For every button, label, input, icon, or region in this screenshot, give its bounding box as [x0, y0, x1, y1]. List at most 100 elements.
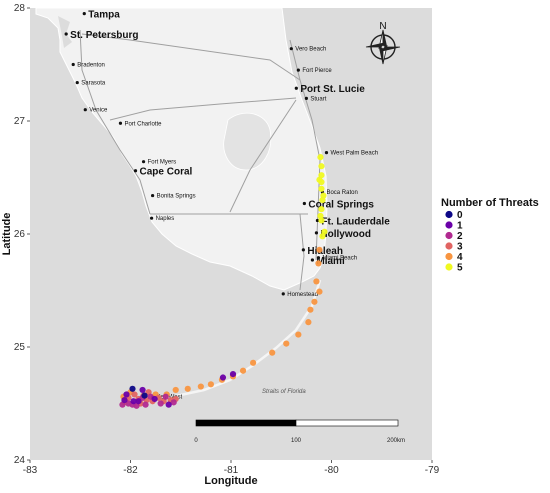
city-label: Port Charlotte [124, 121, 162, 127]
road-network [79, 29, 321, 291]
y-tick-label: 27 [14, 116, 26, 127]
city-label: Cape Coral [140, 167, 193, 178]
y-axis-title: Latitude [1, 213, 13, 256]
threat-point [229, 371, 237, 378]
city-dot [315, 218, 320, 223]
north-arrow-icon: N [365, 21, 401, 65]
threat-point [142, 401, 149, 408]
city-label: Ft. Lauderdale [321, 216, 390, 227]
city-dot [281, 292, 285, 296]
legend-label: 1 [457, 221, 463, 232]
legend-label: 4 [457, 252, 463, 263]
legend-swatch [445, 242, 453, 250]
city-dot [316, 256, 321, 260]
threat-point [219, 374, 227, 381]
y-tick-label: 26 [14, 229, 26, 240]
threat-point [162, 393, 169, 400]
x-axis-ticks: -83 -82 -81 -80 -79 [23, 460, 440, 476]
city-dot [64, 32, 68, 36]
threat-point [170, 399, 177, 406]
tampa-bay [58, 16, 72, 48]
threat-point [207, 381, 214, 388]
city-dot [71, 62, 75, 67]
threat-point [315, 260, 322, 267]
threat-point [131, 391, 138, 398]
threat-point [318, 217, 325, 224]
threat-point [269, 349, 276, 356]
threat-point [121, 397, 128, 404]
threat-points [119, 154, 328, 409]
scale-label-0: 0 [194, 438, 198, 444]
north-arrow-label: N [379, 21, 386, 32]
legend-swatch [445, 221, 453, 229]
threat-point [317, 154, 324, 161]
city-label: Bonita Springs [157, 194, 196, 200]
city-label: Homestead [287, 292, 318, 298]
legend-swatch [445, 252, 453, 261]
threat-point [172, 386, 179, 394]
x-tick-label: -80 [324, 465, 339, 476]
city-label: Tampa [88, 10, 120, 21]
city-dot [83, 108, 87, 112]
city-dot [151, 193, 155, 198]
legend-swatch [445, 210, 453, 219]
threat-point [141, 392, 148, 399]
city-label: Sarasota [81, 81, 106, 87]
city-dot [133, 169, 138, 173]
city-label: Miami [316, 256, 345, 267]
city-label: Fort Myers [148, 160, 177, 166]
city-dot [82, 12, 86, 16]
threat-point [197, 383, 204, 390]
city-label: Bradenton [77, 63, 105, 69]
legend-label: 2 [457, 231, 463, 242]
threat-point [319, 197, 326, 204]
threat-point [316, 246, 323, 253]
city-label: Venice [89, 108, 108, 114]
city-label: Boca Raton [326, 190, 357, 196]
scale-label-200: 200km [387, 438, 405, 444]
threat-point [139, 386, 146, 394]
threat-point [316, 176, 323, 183]
threat-point [184, 385, 191, 392]
city-label: St. Petersburg [70, 30, 138, 41]
threat-point [130, 398, 137, 405]
threat-point [316, 288, 323, 295]
city-labels: Tampa St. Petersburg Bradenton Sarasota Veni… [64, 10, 390, 401]
city-label: Port St. Lucie [300, 84, 365, 95]
city-dot [301, 248, 305, 252]
legend-label: 3 [457, 242, 463, 253]
x-axis-title: Longitude [204, 475, 257, 487]
legend-label: 5 [457, 263, 463, 274]
y-tick-label: 25 [14, 342, 26, 353]
city-dot [150, 216, 154, 220]
city-label: Vero Beach [295, 47, 326, 53]
city-label: Hollywood [320, 229, 371, 240]
legend-swatch [445, 263, 453, 271]
city-label: Miami Beach [322, 256, 357, 262]
city-label: West Palm Beach [330, 151, 378, 157]
threat-point [295, 331, 302, 338]
city-dot [296, 68, 300, 72]
threat-point [311, 298, 318, 305]
city-dot [310, 258, 315, 262]
city-dot [304, 96, 308, 100]
threat-point [239, 367, 247, 374]
threat-point [165, 401, 172, 408]
y-tick-label: 28 [14, 3, 26, 14]
legend-title: Number of Threats [441, 197, 539, 209]
city-label: Coral Springs [308, 199, 374, 210]
threat-point [305, 319, 312, 326]
city-dot [75, 80, 79, 85]
water-label: Straits of Florida [262, 389, 306, 395]
threat-point [129, 385, 136, 392]
threat-point [318, 185, 325, 192]
threat-point [313, 278, 320, 285]
city-label: Naples [156, 216, 175, 222]
threat-point [307, 306, 314, 313]
threat-point [135, 398, 142, 405]
threat-point [123, 391, 130, 398]
legend-label: 0 [457, 210, 463, 221]
